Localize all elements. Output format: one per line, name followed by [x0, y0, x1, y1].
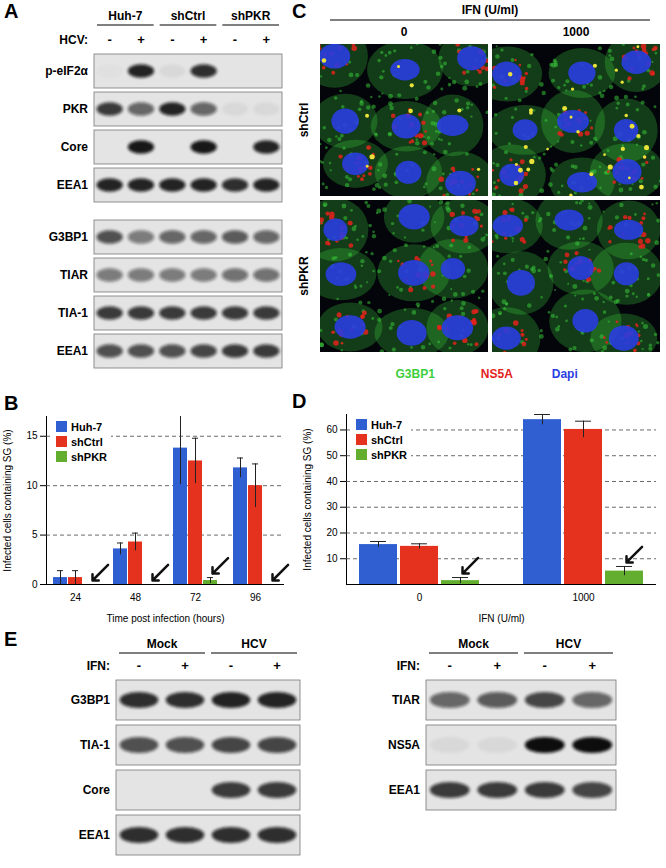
svg-text:60: 60 — [326, 424, 338, 435]
svg-text:15: 15 — [26, 430, 38, 441]
svg-text:+: + — [200, 32, 208, 47]
svg-text:0: 0 — [32, 579, 38, 590]
svg-text:10: 10 — [326, 553, 338, 564]
svg-text:-: - — [448, 658, 452, 673]
svg-text:NS5A: NS5A — [388, 738, 420, 752]
svg-text:NS5A: NS5A — [481, 367, 513, 381]
svg-text:-: - — [229, 658, 233, 673]
svg-text:0: 0 — [417, 592, 423, 603]
html-text:shPKR: shPKR — [71, 451, 108, 463]
svg-text:TIA-1: TIA-1 — [80, 738, 110, 752]
svg-text:-: - — [137, 658, 141, 673]
svg-text:+: + — [137, 32, 145, 47]
svg-text:TIAR: TIAR — [392, 693, 420, 707]
svg-text:10: 10 — [26, 480, 38, 491]
html-text:C: C — [292, 0, 307, 22]
svg-text:+: + — [263, 32, 271, 47]
html-text:shCtrl: shCtrl — [371, 434, 403, 446]
html-text:Huh-7: Huh-7 — [71, 421, 103, 433]
svg-text:HCV: HCV — [556, 637, 581, 651]
svg-text:shPKR: shPKR — [231, 9, 271, 23]
svg-text:Infected cells containing SG (: Infected cells containing SG (%) — [2, 429, 13, 571]
html-text:shCtrl: shCtrl — [71, 436, 103, 448]
svg-text:48: 48 — [130, 592, 142, 603]
svg-text:Time post infection (hours): Time post infection (hours) — [106, 613, 224, 624]
svg-text:30: 30 — [326, 501, 338, 512]
svg-text:Infected cells containing SG (: Infected cells containing SG (%) — [302, 428, 313, 570]
html-text:Huh-7: Huh-7 — [371, 419, 403, 431]
svg-text:-: - — [170, 32, 174, 47]
svg-text:-: - — [233, 32, 237, 47]
svg-text:1000: 1000 — [572, 592, 595, 603]
svg-text:EEA1: EEA1 — [57, 178, 89, 192]
svg-text:5: 5 — [32, 529, 38, 540]
svg-text:Core: Core — [61, 140, 89, 154]
svg-text:TIA-1: TIA-1 — [58, 306, 88, 320]
svg-text:-: - — [107, 32, 111, 47]
svg-text:40: 40 — [326, 476, 338, 487]
svg-text:96: 96 — [250, 592, 262, 603]
svg-text:shCtrl: shCtrl — [171, 9, 206, 23]
svg-text:shCtrl: shCtrl — [297, 103, 311, 138]
svg-text:EEA1: EEA1 — [57, 344, 89, 358]
svg-text:Mock: Mock — [147, 637, 178, 651]
svg-text:+: + — [181, 658, 189, 673]
svg-text:Dapi: Dapi — [552, 367, 578, 381]
svg-text:shPKR: shPKR — [297, 256, 311, 296]
svg-text:+: + — [273, 658, 281, 673]
html-text:A: A — [4, 0, 19, 22]
svg-text:IFN:: IFN: — [87, 659, 110, 673]
svg-text:HCV: HCV — [241, 637, 266, 651]
svg-text:IFN (U/ml): IFN (U/ml) — [462, 3, 519, 17]
svg-text:Huh-7: Huh-7 — [108, 9, 142, 23]
svg-text:PKR: PKR — [63, 102, 89, 116]
svg-text:72: 72 — [190, 592, 202, 603]
svg-text:IFN (U/ml): IFN (U/ml) — [478, 613, 524, 624]
svg-text:Mock: Mock — [458, 637, 489, 651]
html-text:E: E — [4, 628, 18, 650]
svg-text:TIAR: TIAR — [60, 268, 88, 282]
html-text:shPKR: shPKR — [371, 449, 408, 461]
svg-text:G3BP1: G3BP1 — [71, 693, 111, 707]
svg-text:0: 0 — [401, 25, 408, 39]
svg-text:50: 50 — [326, 450, 338, 461]
svg-text:+: + — [493, 658, 501, 673]
svg-text:HCV:: HCV: — [59, 33, 88, 47]
svg-text:G3BP1: G3BP1 — [396, 367, 436, 381]
svg-text:1000: 1000 — [563, 25, 590, 39]
svg-text:Core: Core — [83, 783, 111, 797]
svg-text:EEA1: EEA1 — [389, 783, 421, 797]
svg-text:-: - — [543, 658, 547, 673]
html-text:B: B — [4, 392, 19, 414]
svg-text:EEA1: EEA1 — [79, 828, 111, 842]
svg-text:G3BP1: G3BP1 — [49, 230, 89, 244]
svg-text:p-eIF2α: p-eIF2α — [45, 64, 88, 78]
svg-text:IFN:: IFN: — [397, 659, 420, 673]
html-text:D: D — [292, 390, 307, 412]
svg-text:+: + — [588, 658, 596, 673]
svg-text:24: 24 — [70, 592, 82, 603]
svg-text:20: 20 — [326, 527, 338, 538]
